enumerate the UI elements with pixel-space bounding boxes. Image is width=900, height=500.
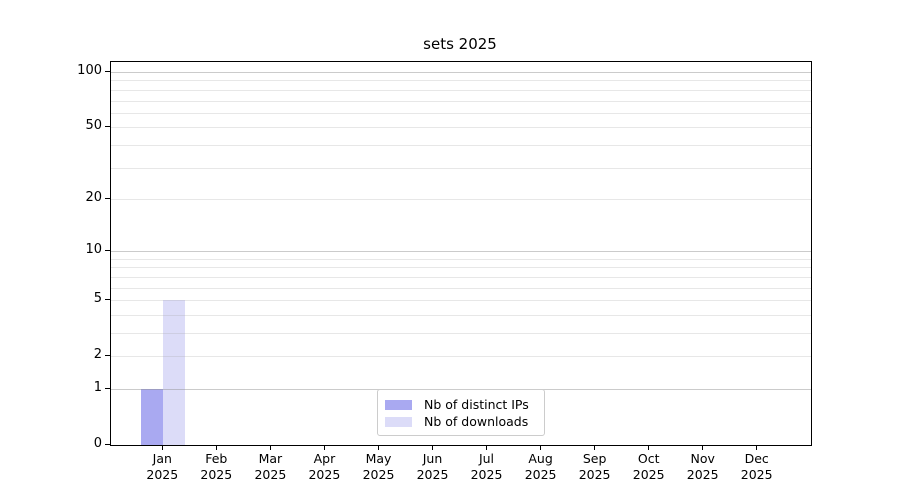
x-tick-label-dec: Dec 2025: [722, 451, 792, 483]
x-tick-month: May: [365, 451, 392, 466]
minor-gridline-60: [111, 112, 811, 114]
bar-nb-of-distinct-ips-jan: [141, 389, 164, 445]
x-tick-mark: [215, 445, 217, 450]
y-tick-mark: [105, 388, 110, 389]
y-tick-label-1: 1: [93, 380, 102, 395]
x-tick-year: 2025: [146, 467, 179, 482]
x-tick-year: 2025: [308, 467, 341, 482]
legend-swatch-nb-of-downloads: [385, 416, 412, 427]
x-tick-mark: [486, 445, 487, 450]
x-tick-month: Jul: [478, 451, 495, 466]
x-tick-mark: [323, 445, 325, 450]
x-tick-mark: [702, 445, 704, 450]
x-tick-year: 2025: [740, 467, 773, 482]
x-tick-year: 2025: [578, 467, 611, 482]
x-tick-month: Mar: [258, 451, 283, 466]
x-tick-year: 2025: [200, 467, 233, 482]
y-tick-mark: [105, 71, 110, 72]
y-tick-label-20: 20: [85, 189, 102, 205]
x-tick-label-jan: Jan 2025: [127, 451, 197, 483]
legend-label: Nb of distinct IPs: [424, 397, 529, 412]
x-tick-month: Dec: [744, 451, 769, 466]
x-tick-label-may: May 2025: [344, 451, 414, 483]
x-tick-month: Jan: [152, 451, 172, 466]
gridline-50: [111, 127, 811, 129]
x-tick-mark: [648, 445, 650, 450]
x-tick-label-aug: Aug 2025: [506, 451, 576, 483]
bar-nb-of-downloads-jan: [163, 300, 186, 445]
legend-swatch-nb-of-distinct-ips: [385, 399, 412, 410]
y-tick-mark: [105, 355, 110, 357]
minor-gridline-9: [111, 258, 811, 260]
x-tick-mark: [756, 445, 758, 450]
x-tick-year: 2025: [686, 467, 719, 482]
y-tick-mark: [105, 299, 110, 301]
x-tick-mark: [269, 445, 271, 450]
x-tick-year: 2025: [632, 467, 665, 482]
x-tick-label-sep: Sep 2025: [560, 451, 630, 483]
minor-gridline-3: [111, 333, 811, 334]
x-tick-label-feb: Feb 2025: [181, 451, 251, 483]
x-tick-mark: [432, 445, 433, 450]
x-tick-label-nov: Nov 2025: [668, 451, 738, 483]
x-tick-year: 2025: [254, 467, 287, 482]
x-tick-mark: [161, 445, 163, 450]
x-tick-month: Oct: [637, 451, 660, 466]
y-tick-label-0: 0: [93, 436, 102, 451]
gridline-10: [111, 251, 811, 253]
gridline-2: [111, 356, 811, 358]
x-tick-label-apr: Apr 2025: [289, 451, 359, 483]
gridline-5: [111, 300, 811, 302]
minor-gridline-6: [111, 287, 811, 289]
x-tick-label-oct: Oct 2025: [614, 451, 684, 483]
minor-gridline-7: [111, 276, 811, 278]
x-tick-year: 2025: [524, 467, 557, 482]
y-tick-label-50: 50: [85, 118, 102, 134]
x-tick-label-jun: Jun 2025: [398, 451, 468, 483]
x-tick-month: Jun: [422, 451, 443, 466]
x-tick-month: Aug: [528, 451, 553, 466]
minor-gridline-4: [111, 314, 811, 316]
x-tick-label-mar: Mar 2025: [235, 451, 305, 483]
y-tick-label-5: 5: [93, 291, 102, 307]
chart-title: sets 2025: [423, 35, 497, 53]
legend: Nb of distinct IPs Nb of downloads: [377, 389, 545, 436]
x-tick-month: Apr: [313, 451, 336, 466]
minor-gridline-90: [111, 80, 811, 82]
y-tick-mark: [105, 444, 110, 445]
minor-gridline-40: [111, 144, 811, 146]
y-tick-label-100: 100: [77, 63, 102, 78]
minor-gridline-70: [111, 100, 811, 102]
x-tick-label-jul: Jul 2025: [452, 451, 522, 483]
x-tick-mark: [594, 445, 596, 450]
minor-gridline-8: [111, 267, 811, 269]
gridline-100: [111, 72, 811, 73]
x-tick-month: Sep: [582, 451, 607, 466]
y-tick-label-10: 10: [85, 242, 102, 258]
legend-item: Nb of downloads: [385, 414, 536, 429]
x-tick-year: 2025: [416, 467, 449, 482]
x-tick-year: 2025: [470, 467, 503, 482]
x-tick-mark: [378, 445, 379, 450]
x-tick-month: Feb: [205, 451, 228, 466]
legend-label: Nb of downloads: [424, 414, 529, 429]
x-tick-mark: [540, 445, 542, 450]
y-tick-label-2: 2: [93, 347, 102, 363]
y-tick-mark: [105, 197, 110, 199]
legend-item: Nb of distinct IPs: [385, 397, 536, 412]
gridline-20: [111, 198, 811, 200]
x-tick-month: Nov: [690, 451, 715, 466]
minor-gridline-30: [111, 167, 811, 169]
y-tick-mark: [105, 250, 110, 252]
minor-gridline-80: [111, 89, 811, 91]
x-tick-year: 2025: [362, 467, 395, 482]
y-tick-mark: [105, 126, 110, 128]
